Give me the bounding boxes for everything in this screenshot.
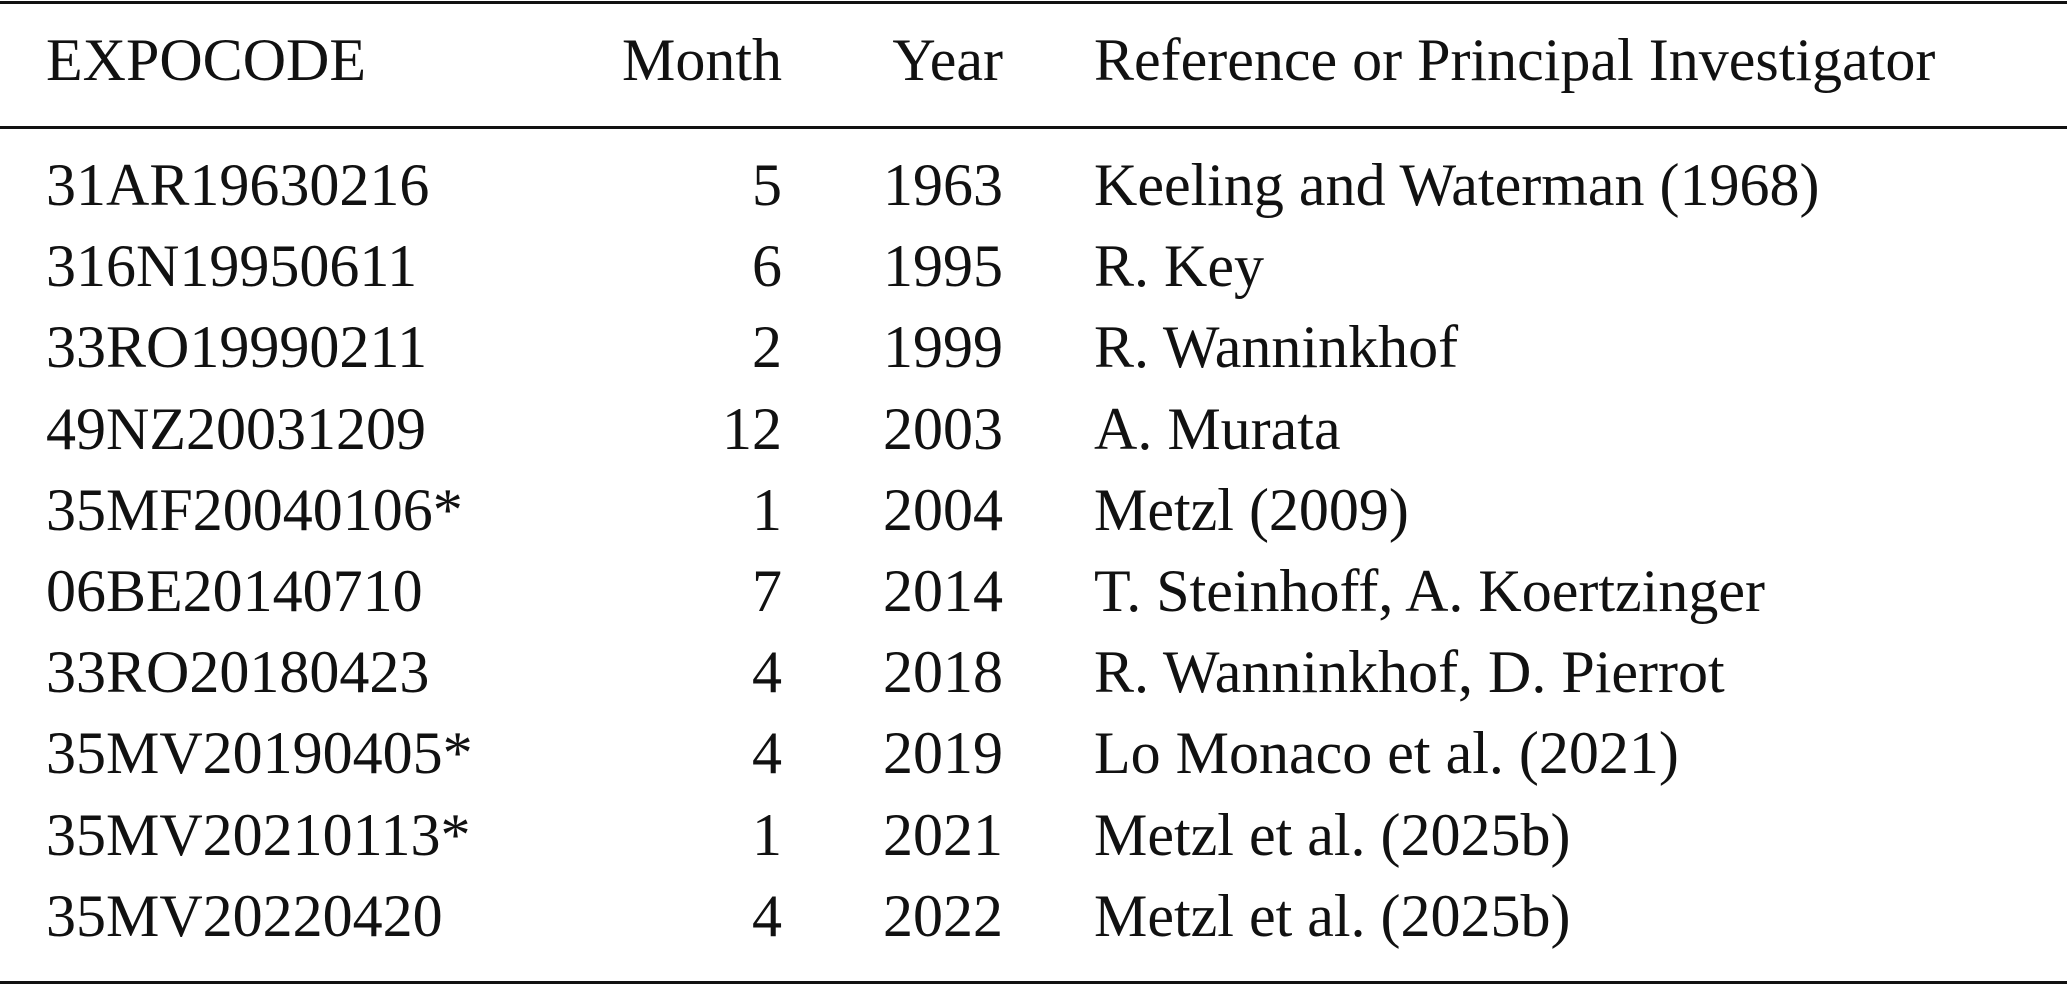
reference-cell: T. Steinhoff, A. Koertzinger — [1094, 558, 1765, 624]
month-cell: 1 — [752, 476, 782, 543]
reference-cell: Keeling and Waterman (1968) — [1094, 152, 1820, 218]
year-cell: 2004 — [883, 476, 1003, 543]
header-reference: Reference or Principal Investigator — [1094, 27, 1936, 93]
top-rule — [0, 1, 2067, 4]
reference-cell: Metzl et al. (2025b) — [1094, 801, 1571, 868]
reference-cell: R. Key — [1094, 233, 1264, 300]
header-rule — [0, 126, 2067, 129]
year-cell: 1999 — [883, 314, 1003, 381]
reference-cell: R. Wanninkhof — [1094, 314, 1459, 381]
expocode-cell: 49NZ20031209 — [46, 395, 426, 462]
expocode-cell: 35MV20190405* — [46, 720, 473, 787]
year-cell: 2021 — [883, 801, 1003, 868]
expocode-cell: 06BE20140710 — [46, 558, 423, 624]
reference-cell: Metzl (2009) — [1094, 476, 1409, 543]
month-cell: 7 — [752, 558, 782, 624]
year-cell: 1995 — [883, 233, 1003, 300]
year-cell: 2018 — [883, 639, 1003, 706]
month-cell: 4 — [752, 720, 782, 787]
expocode-cell: 31AR19630216 — [46, 152, 430, 218]
header-month: Month — [621, 27, 782, 93]
month-cell: 4 — [752, 882, 782, 949]
reference-cell: Lo Monaco et al. (2021) — [1094, 720, 1679, 787]
month-cell: 12 — [722, 395, 782, 462]
expocode-cell: 316N19950611 — [46, 233, 418, 300]
bottom-rule — [0, 981, 2067, 984]
month-cell: 4 — [752, 639, 782, 706]
year-cell: 2019 — [883, 720, 1003, 787]
reference-cell: Metzl et al. (2025b) — [1094, 882, 1571, 949]
month-cell: 2 — [752, 314, 782, 381]
reference-cell: R. Wanninkhof, D. Pierrot — [1094, 639, 1725, 706]
expocode-cell: 33RO19990211 — [46, 314, 428, 381]
year-cell: 2003 — [883, 395, 1003, 462]
year-cell: 2014 — [883, 558, 1003, 624]
month-cell: 1 — [752, 801, 782, 868]
expocode-cell: 33RO20180423 — [46, 639, 430, 706]
month-cell: 6 — [752, 233, 782, 300]
expocode-cell: 35MF20040106* — [46, 476, 463, 543]
year-cell: 1963 — [883, 152, 1003, 218]
month-cell: 5 — [752, 152, 782, 218]
header-year: Year — [892, 27, 1003, 93]
header-expocode: EXPOCODE — [46, 27, 367, 93]
reference-cell: A. Murata — [1094, 395, 1341, 462]
expocode-cell: 35MV20210113* — [46, 801, 471, 868]
expocode-cell: 35MV20220420 — [46, 882, 443, 949]
year-cell: 2022 — [883, 882, 1003, 949]
